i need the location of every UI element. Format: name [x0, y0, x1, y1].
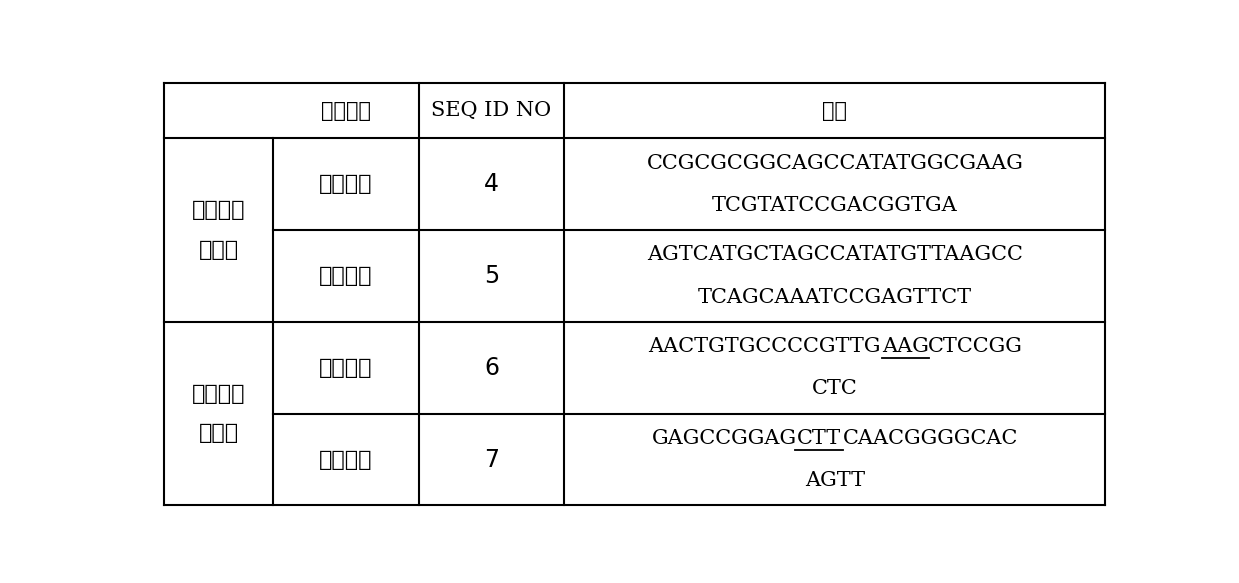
Text: 6: 6: [484, 356, 499, 380]
Text: 7: 7: [484, 448, 499, 472]
Text: 下游引物: 下游引物: [318, 266, 373, 286]
Text: 含突变位
点引物: 含突变位 点引物: [192, 384, 245, 443]
Text: TCAGCAAATCCGAGTTCT: TCAGCAAATCCGAGTTCT: [698, 287, 973, 307]
Text: AGTCATGCTAGCCATATGTTAAGCC: AGTCATGCTAGCCATATGTTAAGCC: [647, 245, 1023, 264]
Text: 5: 5: [484, 264, 499, 288]
Text: CTT: CTT: [797, 429, 841, 448]
Text: GAGCCGGAG: GAGCCGGAG: [652, 429, 797, 448]
Text: TCGTATCCGACGGTGA: TCGTATCCGACGGTGA: [712, 196, 958, 215]
Text: 引物名称: 引物名称: [321, 101, 370, 121]
Text: CTC: CTC: [812, 380, 857, 398]
Text: CAACGGGGCAC: CAACGGGGCAC: [843, 429, 1017, 448]
Text: SEQ ID NO: SEQ ID NO: [431, 101, 551, 120]
Text: AAG: AAG: [882, 337, 928, 356]
Text: 下游引物: 下游引物: [318, 449, 373, 469]
Text: CTCCGG: CTCCGG: [928, 337, 1022, 356]
Text: 4: 4: [484, 172, 499, 196]
Text: AGTT: AGTT: [805, 471, 865, 490]
Text: 上游引物: 上游引物: [318, 174, 373, 194]
Text: AACTGTGCCCCGTTG: AACTGTGCCCCGTTG: [648, 337, 881, 356]
Text: 上游引物: 上游引物: [318, 358, 373, 378]
Text: 含酶切位
点引物: 含酶切位 点引物: [192, 201, 245, 259]
Text: CCGCGCGGCAGCCATATGGCGAAG: CCGCGCGGCAGCCATATGGCGAAG: [647, 153, 1023, 173]
Text: 序列: 序列: [823, 101, 847, 121]
